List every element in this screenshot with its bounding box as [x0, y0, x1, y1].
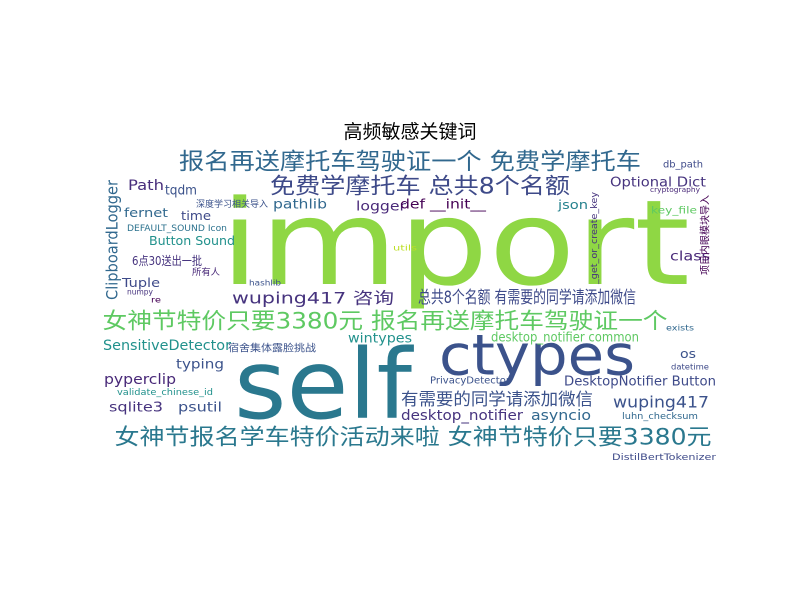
word: PrivacyDetector [430, 376, 511, 387]
word: Tuple [121, 276, 160, 290]
word: DesktopNotifier Button [564, 375, 716, 390]
word: psutil [178, 401, 222, 416]
word-cloud: import self ctypes 报名再送摩托车驾驶证一个 免费学摩托车免费学摩托… [103, 149, 717, 463]
word: 项目内眼模块导入 [699, 195, 712, 275]
word: desktop_notifier [401, 408, 523, 424]
word: DistilBertTokenizer [612, 453, 716, 463]
word: pyperclip [104, 372, 176, 388]
word: import [220, 174, 690, 312]
word: desktop_notifier common [491, 331, 639, 346]
word: 总共8个名额 有需要的同学请添加微信 [418, 288, 636, 308]
word: sqlite3 [109, 401, 163, 416]
word: wuping417 [613, 393, 709, 412]
word: _get_or_create_key [590, 191, 600, 285]
word: json [557, 198, 588, 212]
word: ctypes [439, 324, 635, 389]
word: self [234, 329, 414, 441]
word: logger [356, 200, 407, 215]
word: 女神节报名学车特价活动来啦 女神节特价只要3380元 [115, 426, 712, 451]
word: wintypes [348, 332, 412, 347]
word: db_path [663, 160, 703, 171]
word: def __init__ [400, 198, 487, 213]
word: 女神节特价只要3380元 报名再送摩托车驾驶证一个 [103, 310, 668, 335]
word: datetime [671, 363, 709, 372]
word: Optional Dict [610, 176, 706, 191]
word: exists [666, 324, 694, 333]
word: 有需要的同学请添加微信 [401, 390, 593, 410]
word: 所有人 [192, 266, 220, 278]
word: 免费学摩托车 总共8个名额 [270, 175, 570, 200]
word: 6点30送出一批 [132, 253, 202, 268]
word: time [181, 209, 211, 223]
word: typing [176, 358, 224, 373]
word: asyncio [531, 408, 591, 424]
word: 报名再送摩托车驾驶证一个 免费学摩托车 [179, 149, 641, 175]
word: luhn_checksum [622, 412, 698, 422]
chart-title: 高频敏感关键词 [343, 121, 476, 143]
word: re [151, 296, 161, 305]
word: os [680, 347, 696, 361]
word: cryptography [650, 186, 700, 194]
word: hashlib [249, 279, 281, 288]
word: validate_chinese_id [117, 388, 213, 398]
word: Button Sound [149, 234, 235, 248]
word: fernet [124, 206, 168, 220]
word: 深度学习相关导入 [196, 198, 268, 210]
word: numpy [127, 288, 153, 297]
word: wuping417 咨询 [232, 289, 394, 308]
word: class [670, 250, 710, 265]
word: pathlib [273, 198, 327, 213]
word: key_file [651, 206, 697, 217]
word: 宿舍集体露脸挑战 [228, 342, 316, 355]
word: ClipboardLogger [103, 180, 122, 300]
word: tqdm [165, 184, 197, 199]
word: DEFAULT_SOUND Icon [127, 224, 227, 234]
word: SensitiveDetector [103, 338, 231, 354]
word: utils [393, 244, 417, 253]
word: Path [128, 178, 164, 194]
